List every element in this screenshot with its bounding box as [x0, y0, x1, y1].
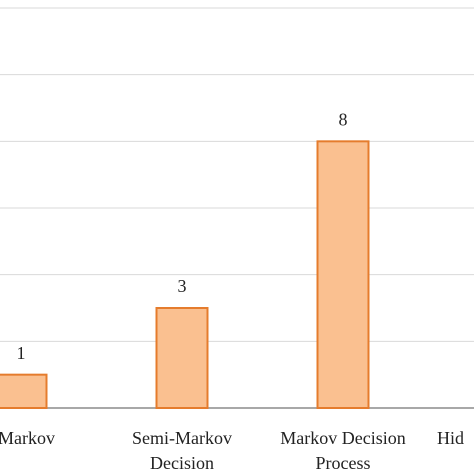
bar [155, 307, 209, 409]
bar [316, 140, 370, 409]
value-label: 1 [17, 343, 26, 363]
x-tick-label: Semi-Markov [132, 428, 232, 448]
x-tick-label: Process [316, 453, 371, 473]
value-label: 8 [339, 109, 348, 129]
x-tick-label: Markov Decision [280, 428, 405, 448]
bar [0, 373, 48, 409]
x-tick-label: Hid [437, 428, 464, 448]
x-tick-label: i-Markov [0, 428, 55, 448]
value-label: 3 [178, 276, 187, 296]
x-tick-label: Decision [150, 453, 214, 473]
